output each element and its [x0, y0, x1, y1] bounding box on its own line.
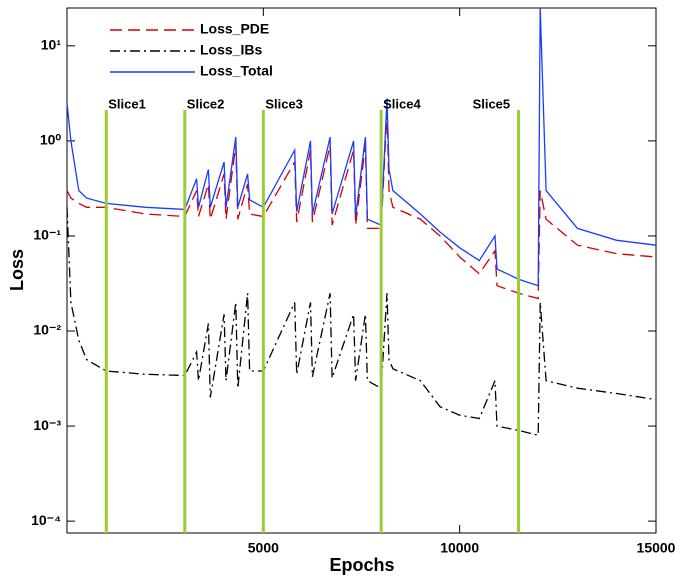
- y-tick-label: 10¹: [41, 37, 62, 53]
- series-line: [66, 112, 657, 300]
- x-tick-label: 10000: [440, 540, 479, 556]
- legend-label: Loss_IBs: [200, 42, 262, 58]
- slice-label: Slice5: [473, 96, 511, 111]
- y-tick-label: 10⁻¹: [33, 227, 61, 243]
- x-axis-label: Epochs: [329, 555, 394, 575]
- plot-frame: [66, 7, 657, 534]
- y-tick-label: 10⁻²: [33, 322, 61, 338]
- y-tick-label: 10⁻⁴: [31, 512, 61, 528]
- series-line: [66, 7, 657, 287]
- y-tick-label: 10⁻³: [33, 417, 61, 433]
- x-tick-label: 5000: [248, 540, 279, 556]
- slice-label: Slice4: [383, 96, 421, 111]
- y-axis-label: Loss: [7, 249, 27, 291]
- legend-label: Loss_PDE: [200, 21, 269, 37]
- x-tick-label: 15000: [637, 540, 676, 556]
- y-tick-label: 10⁰: [40, 132, 62, 148]
- series-line: [66, 207, 657, 437]
- legend-label: Loss_Total: [200, 63, 273, 79]
- slice-label: Slice1: [108, 96, 146, 111]
- slice-label: Slice3: [265, 96, 303, 111]
- slice-label: Slice2: [187, 96, 225, 111]
